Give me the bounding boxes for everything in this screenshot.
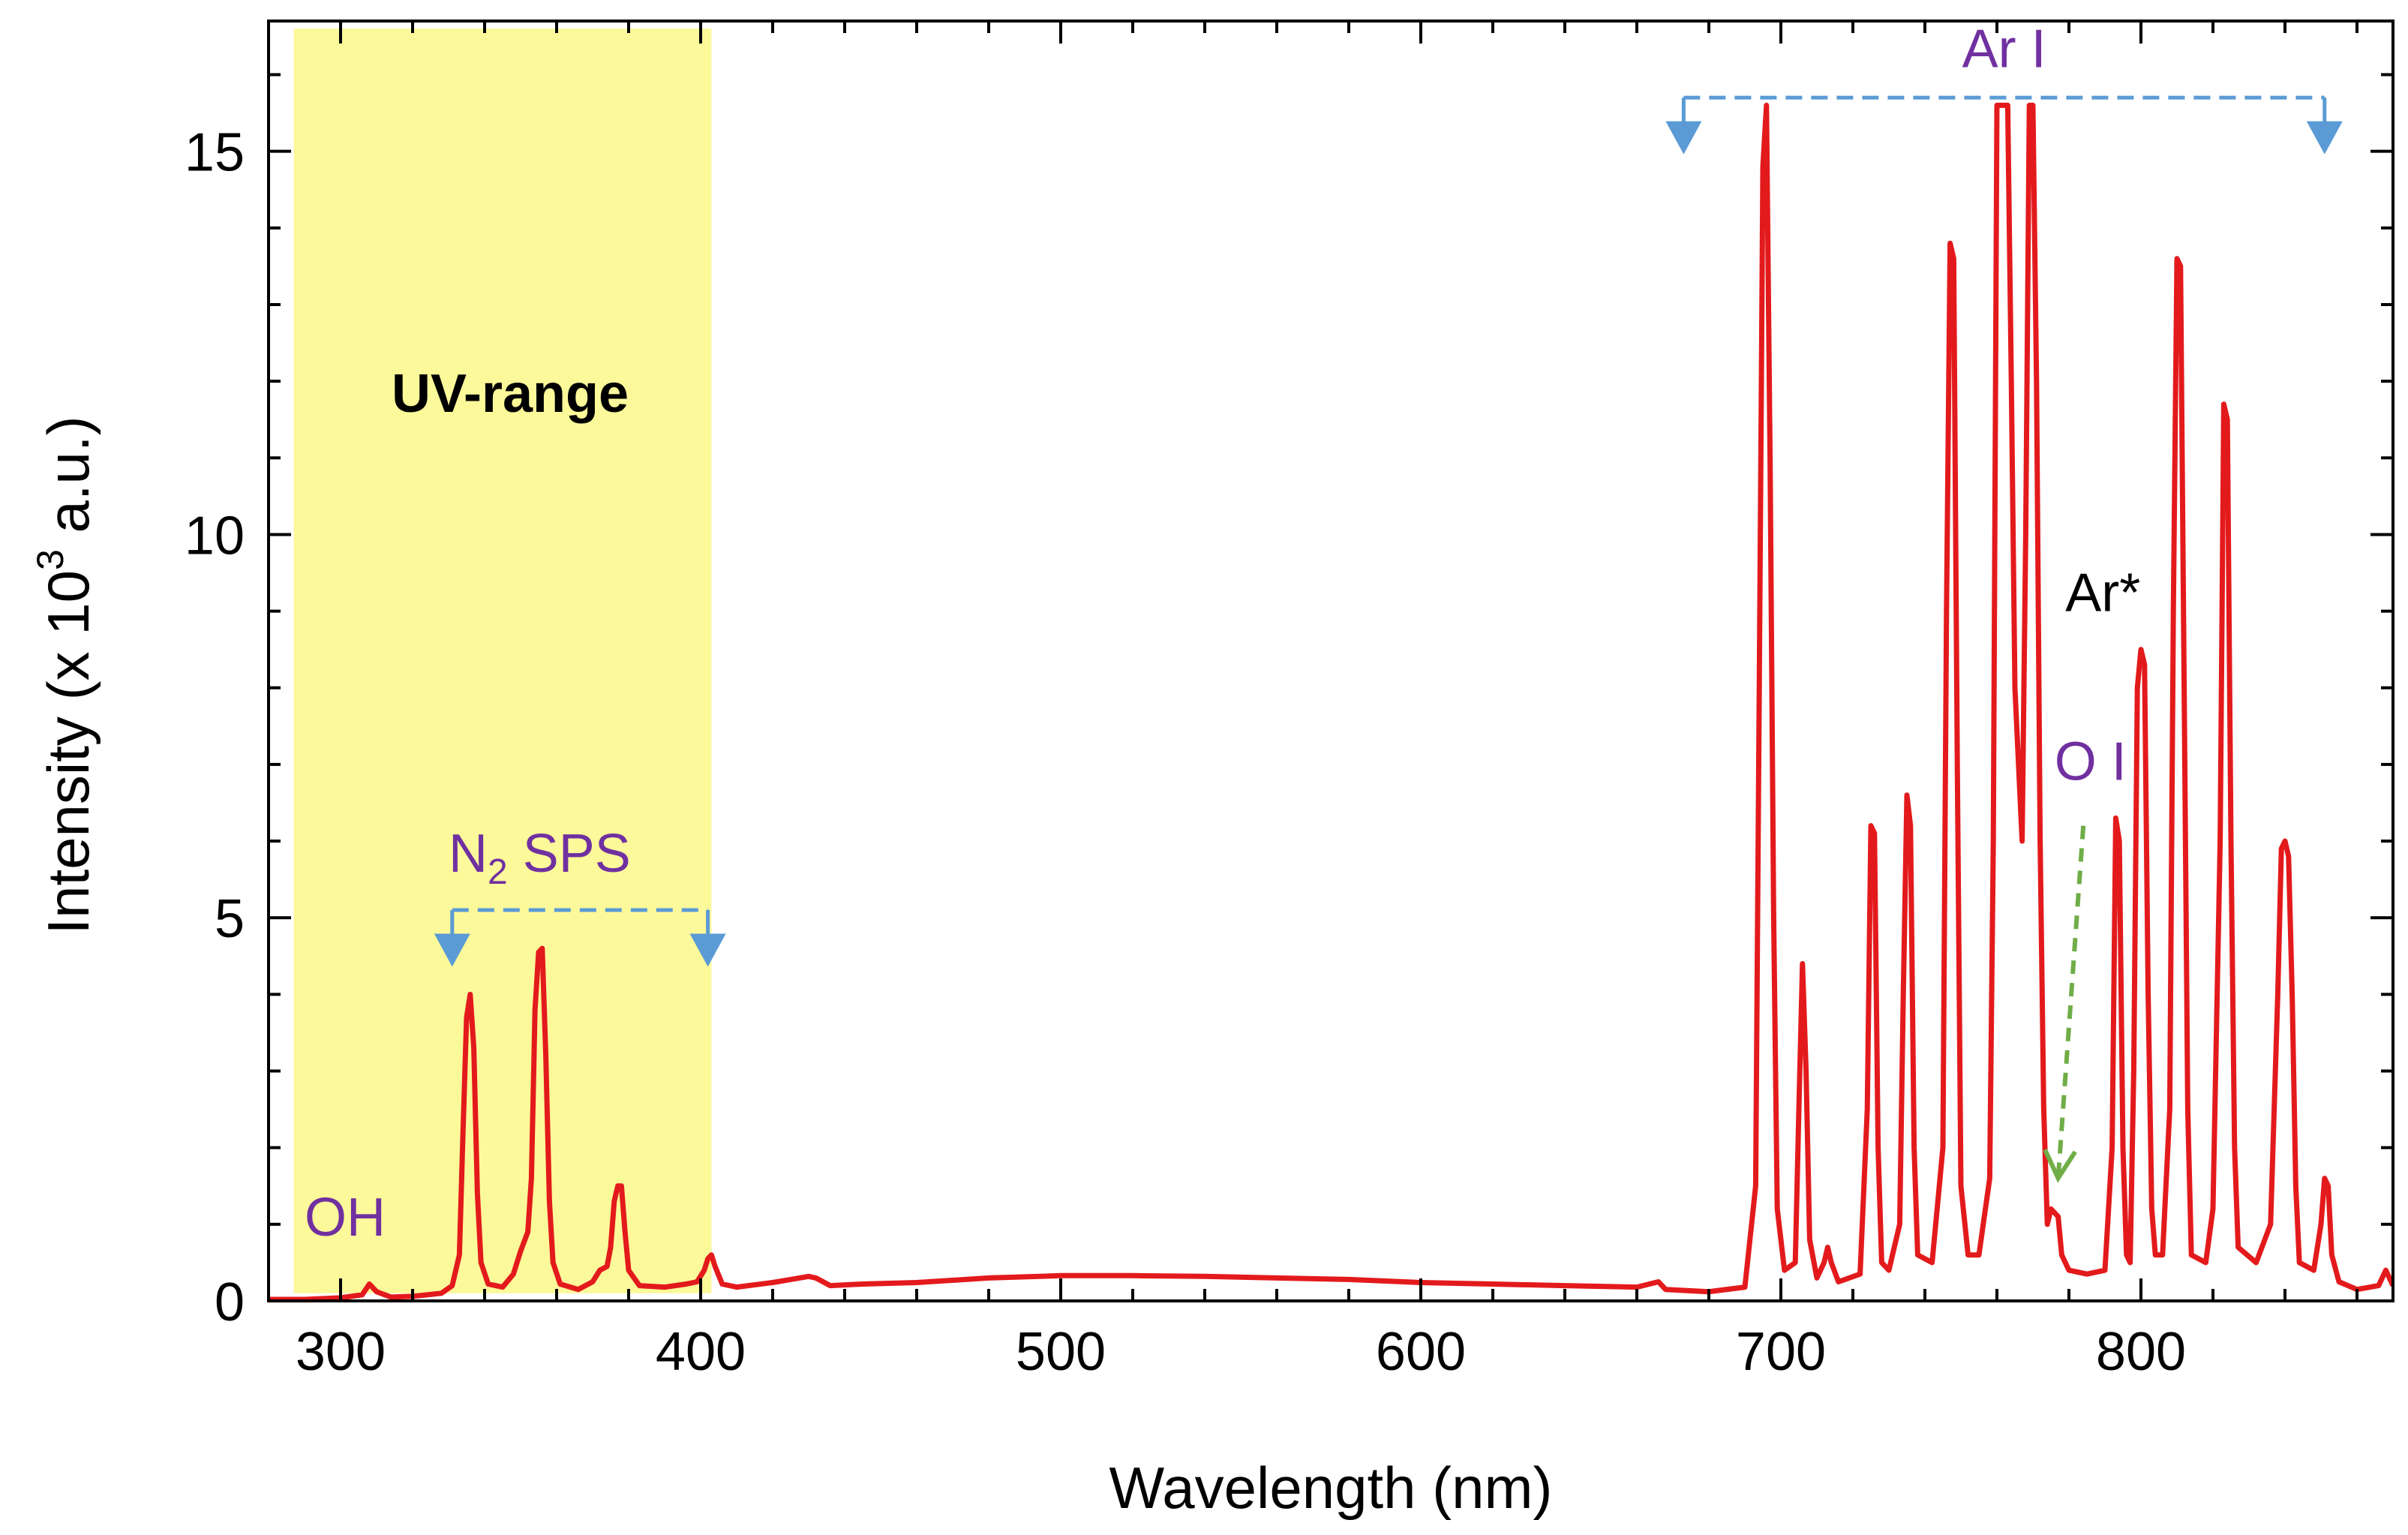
y-tick-label: 0 <box>215 1272 245 1332</box>
x-axis: 300 400 500 600 700 800 <box>267 21 2358 1382</box>
o-i-arrow-shaft <box>2055 825 2086 1179</box>
o-i-arrowhead <box>2043 1149 2077 1183</box>
y-axis-title: Intensity (x 103 a.u.) <box>29 416 101 934</box>
y-tick-label: 10 <box>185 506 245 566</box>
shaded-regions <box>293 29 712 1293</box>
n2-sps-text: SPS <box>508 824 631 884</box>
ar-i-marker <box>1665 95 2343 155</box>
n2-sps-label: N2 SPS <box>449 824 631 892</box>
y-axis: 0 5 10 15 <box>185 73 2393 1332</box>
x-axis-title: Wavelength (nm) <box>1109 1455 1553 1521</box>
x-tick-label: 600 <box>1376 1322 1466 1382</box>
x-tick-label: 800 <box>2096 1322 2186 1382</box>
y-tick-label: 15 <box>185 123 245 183</box>
ar-star-label: Ar* <box>2065 563 2140 623</box>
x-tick-label: 500 <box>1016 1322 1106 1382</box>
n2-subscript: 2 <box>488 852 508 892</box>
x-tick-label: 400 <box>656 1322 746 1382</box>
x-tick-label: 700 <box>1736 1322 1826 1382</box>
y-axis-title-suffix: a.u.) <box>35 416 101 549</box>
plot-frame <box>267 20 2394 1302</box>
y-axis-title-prefix: Intensity (x 10 <box>35 570 101 935</box>
n2-sps-marker <box>434 908 726 967</box>
o-i-label: O I <box>2055 731 2127 792</box>
spectrum-line-0 <box>269 102 2393 1301</box>
n2-sps-arrowhead-0 <box>434 933 470 967</box>
x-tick-label: 300 <box>296 1322 386 1382</box>
series-layer <box>269 102 2393 1301</box>
o-i-arrow-layer <box>2043 825 2086 1183</box>
ar-i-arrowhead-1 <box>2306 121 2343 155</box>
y-axis-title-exponent: 3 <box>29 549 71 570</box>
n2-sps-arrowhead-1 <box>689 933 726 967</box>
range-markers <box>434 95 2343 967</box>
ar-i-label: Ar I <box>1962 19 2046 79</box>
uv-range-band <box>293 29 712 1293</box>
y-tick-label: 5 <box>215 889 245 949</box>
n2-symbol: N <box>449 824 488 884</box>
uv-range-label: UV-range <box>392 364 629 424</box>
oh-label: OH <box>305 1188 386 1248</box>
ar-i-arrowhead-0 <box>1665 121 1702 155</box>
